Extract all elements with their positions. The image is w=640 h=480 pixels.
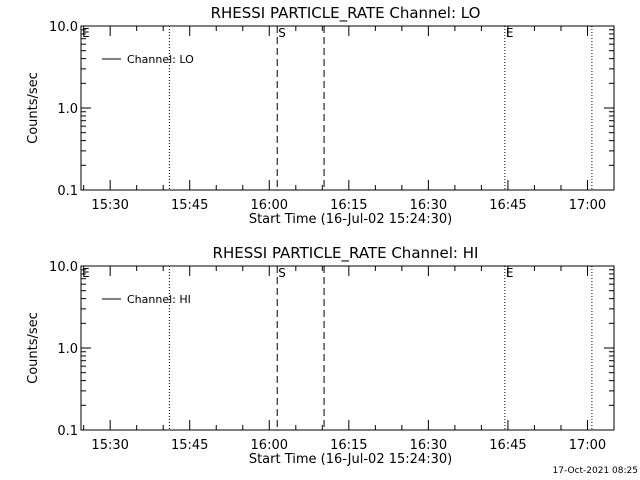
- x-tick-label: 17:00: [569, 198, 606, 213]
- x-axis-label: Start Time (16-Jul-02 15:24:30): [249, 212, 452, 227]
- y-axis-label: Counts/sec: [26, 312, 41, 384]
- plot-frame: [80, 265, 615, 431]
- x-tick-label: 15:30: [91, 438, 128, 453]
- chart-title: RHESSI PARTICLE_RATE Channel: LO: [211, 4, 481, 23]
- event-marker: E: [82, 266, 90, 280]
- y-axis-label: Counts/sec: [26, 72, 41, 144]
- x-tick-label: 16:15: [330, 438, 367, 453]
- event-marker: S: [278, 266, 286, 280]
- x-tick-label: 16:00: [251, 438, 288, 453]
- y-tick-label: 1.0: [57, 342, 78, 357]
- x-tick-label: 15:30: [91, 198, 128, 213]
- chart-panel-1: RHESSI PARTICLE_RATE Channel: LO 0.1 1.0 10…: [26, 4, 615, 227]
- event-marker: S: [278, 26, 286, 40]
- event-marker: E: [506, 26, 514, 40]
- x-tick-label: 15:45: [171, 438, 208, 453]
- plot-frame: [80, 25, 615, 191]
- y-tick-label: 10.0: [49, 260, 78, 275]
- chart-panel-2: RHESSI PARTICLE_RATE Channel: HI 0.1 1.0 10…: [26, 244, 615, 467]
- event-marker: E: [82, 26, 90, 40]
- x-tick-label: 16:00: [251, 198, 288, 213]
- x-tick-label: 16:45: [489, 198, 526, 213]
- y-tick-label: 10.0: [49, 20, 78, 35]
- x-axis-label: Start Time (16-Jul-02 15:24:30): [249, 452, 452, 467]
- x-tick-label: 15:45: [171, 198, 208, 213]
- x-tick-label: 16:45: [489, 438, 526, 453]
- y-tick-label: 0.1: [57, 424, 78, 439]
- x-tick-label: 17:00: [569, 438, 606, 453]
- x-tick-label: 16:15: [330, 198, 367, 213]
- legend-label: Channel: HI: [127, 293, 191, 306]
- event-marker: E: [506, 266, 514, 280]
- footer-timestamp: 17-Oct-2021 08:25: [552, 466, 638, 476]
- x-tick-label: 16:30: [410, 438, 447, 453]
- y-tick-label: 1.0: [57, 102, 78, 117]
- y-tick-label: 0.1: [57, 184, 78, 199]
- chart-title: RHESSI PARTICLE_RATE Channel: HI: [213, 244, 479, 263]
- legend-label: Channel: LO: [127, 53, 194, 66]
- x-tick-label: 16:30: [410, 198, 447, 213]
